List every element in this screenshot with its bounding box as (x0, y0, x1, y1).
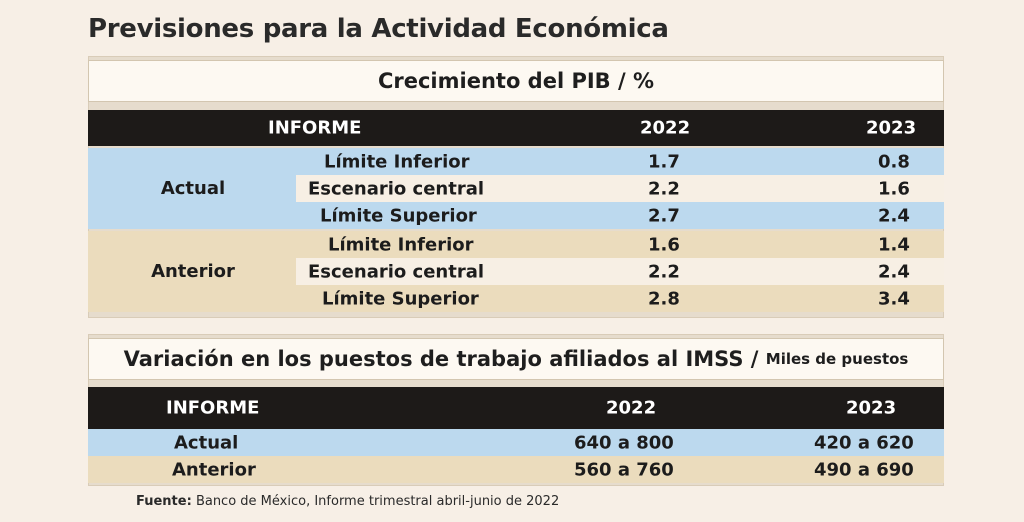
imss-unit: Miles de puestos (765, 350, 909, 368)
pib-row: Límite Inferior 1.6 1.4 (88, 231, 944, 258)
pib-row-2022: 2.2 (648, 261, 680, 282)
pib-row: Límite Superior 2.8 3.4 (88, 285, 944, 312)
imss-header-informe: INFORME (166, 397, 260, 419)
pib-row-2023: 3.4 (878, 288, 910, 309)
pib-header-2023: 2023 (866, 117, 917, 139)
pib-header-row: INFORME 2022 2023 (88, 110, 944, 146)
pib-unit: / % (617, 69, 655, 93)
pib-row-2023: 2.4 (878, 261, 910, 282)
pib-group-label-anterior: Anterior (151, 261, 235, 282)
imss-unit-slash: / (750, 347, 759, 371)
imss-row-2022: 640 a 800 (574, 432, 674, 453)
imss-row: Actual 640 a 800 420 a 620 (88, 429, 944, 456)
pib-anterior-bg (88, 258, 296, 285)
pib-row-2023: 0.8 (878, 151, 910, 172)
pib-subtitle: Crecimiento del PIB / % (88, 60, 944, 102)
imss-header-2023: 2023 (846, 397, 897, 419)
page-title: Previsiones para la Actividad Económica (88, 14, 669, 44)
source-note: Fuente: Banco de México, Informe trimest… (136, 494, 559, 509)
imss-header-row: INFORME 2022 2023 (88, 387, 944, 429)
pib-actual-bg (88, 175, 296, 202)
imss-header-2022: 2022 (606, 397, 657, 419)
pib-row-label: Límite Superior (322, 288, 479, 309)
pib-row-2022: 2.2 (648, 178, 680, 199)
pib-header-2022: 2022 (640, 117, 691, 139)
pib-row-2022: 2.8 (648, 288, 680, 309)
imss-subtitle-text: Variación en los puestos de trabajo afil… (123, 347, 744, 371)
imss-row-2023: 490 a 690 (814, 459, 914, 480)
pib-row: Escenario central 2.2 2.4 (296, 258, 944, 285)
source-text: Banco de México, Informe trimestral abri… (195, 494, 560, 509)
pib-row-label: Límite Inferior (324, 151, 470, 172)
imss-row-label: Actual (174, 432, 239, 453)
imss-row-2022: 560 a 760 (574, 459, 674, 480)
pib-row-label: Escenario central (308, 178, 485, 199)
pib-row-2023: 2.4 (878, 205, 910, 226)
pib-row-2022: 1.6 (648, 234, 680, 255)
pib-group-label-actual: Actual (160, 178, 226, 199)
pib-row: Escenario central 2.2 1.6 (296, 175, 944, 202)
pib-header-informe: INFORME (268, 117, 362, 139)
source-label: Fuente: (136, 494, 192, 509)
pib-row: Límite Inferior 1.7 0.8 (88, 148, 944, 175)
pib-row-2022: 2.7 (648, 205, 680, 226)
pib-subtitle-text: Crecimiento del PIB (377, 69, 611, 93)
pib-row: Límite Superior 2.7 2.4 (88, 202, 944, 229)
pib-row-2023: 1.6 (878, 178, 910, 199)
pib-row-label: Escenario central (308, 261, 485, 282)
imss-row: Anterior 560 a 760 490 a 690 (88, 456, 944, 483)
imss-row-2023: 420 a 620 (814, 432, 914, 453)
pib-row-label: Límite Superior (320, 205, 477, 226)
pib-row-2023: 1.4 (878, 234, 910, 255)
pib-row-label: Límite Inferior (328, 234, 474, 255)
imss-row-label: Anterior (172, 459, 256, 480)
imss-subtitle: Variación en los puestos de trabajo afil… (88, 338, 944, 380)
pib-row-2022: 1.7 (648, 151, 680, 172)
